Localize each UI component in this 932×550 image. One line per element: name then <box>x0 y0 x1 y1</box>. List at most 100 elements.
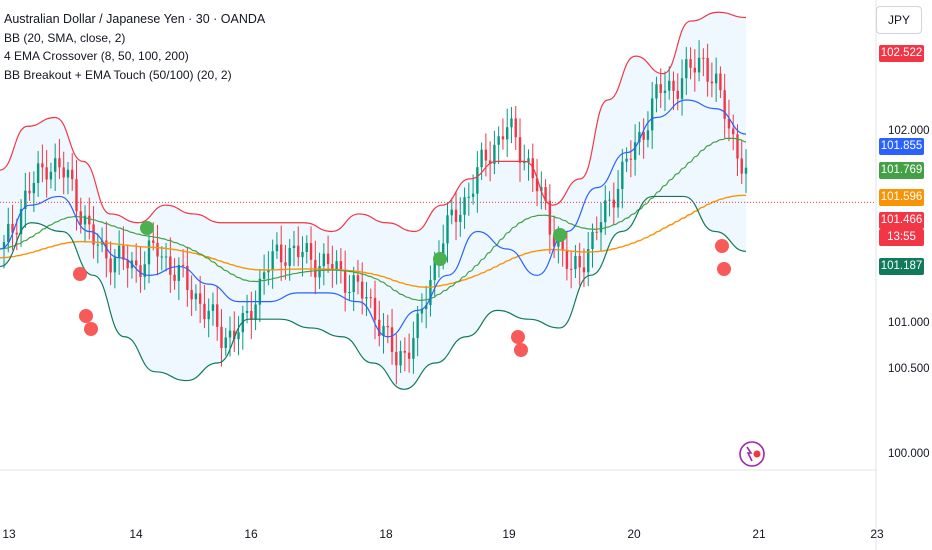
candle-body <box>271 251 274 270</box>
candle-body <box>7 223 10 243</box>
candle-body <box>198 293 202 304</box>
candle-body <box>625 158 628 162</box>
symbol-title[interactable]: Australian Dollar / Japanese Yen · 30 · … <box>4 12 266 26</box>
candle-body <box>454 209 458 222</box>
candle-body <box>326 253 330 265</box>
candle-body <box>318 266 321 278</box>
candle-body <box>621 161 624 190</box>
sell-signal-dot <box>715 239 729 253</box>
candle-body <box>616 189 620 208</box>
time-tick: 16 <box>244 527 258 541</box>
candle-body <box>173 274 176 281</box>
candle-body <box>582 267 586 273</box>
candle-body <box>233 330 236 340</box>
candle-body <box>284 262 287 266</box>
candle-body <box>32 183 36 194</box>
candle-body <box>523 162 526 164</box>
countdown-badge: 13:55 <box>879 229 924 246</box>
time-tick: 19 <box>502 527 516 541</box>
candle-body <box>122 245 125 260</box>
ema-line <box>0 137 747 302</box>
candle-body <box>66 169 70 178</box>
candle-body <box>152 240 155 243</box>
candle-body <box>548 200 552 235</box>
candle-body <box>297 245 300 258</box>
candle-body <box>497 136 500 145</box>
candle-body <box>28 190 31 194</box>
candle-body <box>186 265 189 290</box>
candle-body <box>254 304 257 320</box>
candle-body <box>301 251 304 258</box>
candle-body <box>36 163 40 184</box>
sell-signal-dot <box>73 267 87 281</box>
indicator-bb[interactable]: BB (20, SMA, close, 2) <box>4 30 126 45</box>
price-tick: 101.000 <box>888 317 930 329</box>
candle-body <box>267 269 270 273</box>
candle-body <box>207 310 210 320</box>
candle-body <box>685 59 688 79</box>
candle-body <box>169 256 172 275</box>
candle-body <box>714 73 718 84</box>
candle-body <box>450 209 453 216</box>
candle-body <box>92 224 95 245</box>
candle-body <box>642 131 645 140</box>
candle-body <box>126 259 129 269</box>
basis-price-badge: 101.855 <box>879 138 924 155</box>
candle-body <box>420 309 424 314</box>
price-tick: 102.000 <box>888 125 930 137</box>
candle-body <box>446 215 449 244</box>
candle-body <box>288 248 291 266</box>
buy-signal-dot <box>433 252 447 266</box>
sell-signal-dot <box>514 343 528 357</box>
candle-body <box>395 351 398 366</box>
candle-body <box>58 158 61 168</box>
candle-body <box>220 326 223 348</box>
candle-body <box>117 245 121 258</box>
indicator-bb-breakout[interactable]: BB Breakout + EMA Touch (50/100) (20, 2) <box>4 67 232 82</box>
candle-body <box>689 59 692 68</box>
candle-body <box>143 264 146 278</box>
lower-bb-line <box>0 195 747 390</box>
candle-body <box>378 319 381 337</box>
candle-body <box>228 330 232 338</box>
candle-body <box>237 332 240 340</box>
candle-body <box>177 264 181 281</box>
sell-signal-dot <box>717 262 731 276</box>
candle-body <box>279 244 283 263</box>
currency-button[interactable]: JPY <box>876 6 922 34</box>
candle-body <box>109 258 112 273</box>
candle-body <box>578 255 581 268</box>
candle-body <box>680 78 684 99</box>
candle-body <box>676 90 679 99</box>
candle-body <box>557 239 560 247</box>
candle-body <box>646 130 650 140</box>
candle-body <box>442 243 445 258</box>
sell-signal-dot <box>79 309 93 323</box>
candle-body <box>574 255 577 270</box>
candle-body <box>633 142 637 160</box>
candle-body <box>612 199 616 208</box>
candle-body <box>331 264 334 270</box>
candle-body <box>591 231 594 250</box>
candle-body <box>113 257 117 273</box>
candle-body <box>510 118 513 128</box>
time-tick: 18 <box>379 527 393 541</box>
candle-body <box>412 338 415 359</box>
candle-body <box>373 297 377 320</box>
candle-body <box>416 313 419 339</box>
candle-body <box>467 196 471 198</box>
candle-body <box>365 297 368 299</box>
ema-price-badge: 101.769 <box>879 162 924 179</box>
candle-body <box>250 310 253 320</box>
candle-body <box>356 275 360 282</box>
tradingview-logo-icon[interactable] <box>738 440 766 468</box>
candle-body <box>565 249 569 269</box>
candle-body <box>79 211 82 225</box>
candle-body <box>96 244 100 246</box>
candle-body <box>190 289 193 300</box>
candle-body <box>608 199 611 201</box>
indicator-ema-crossover[interactable]: 4 EMA Crossover (8, 50, 100, 200) <box>4 49 189 63</box>
candle-body <box>668 80 671 91</box>
ema-slow-line <box>0 194 747 288</box>
